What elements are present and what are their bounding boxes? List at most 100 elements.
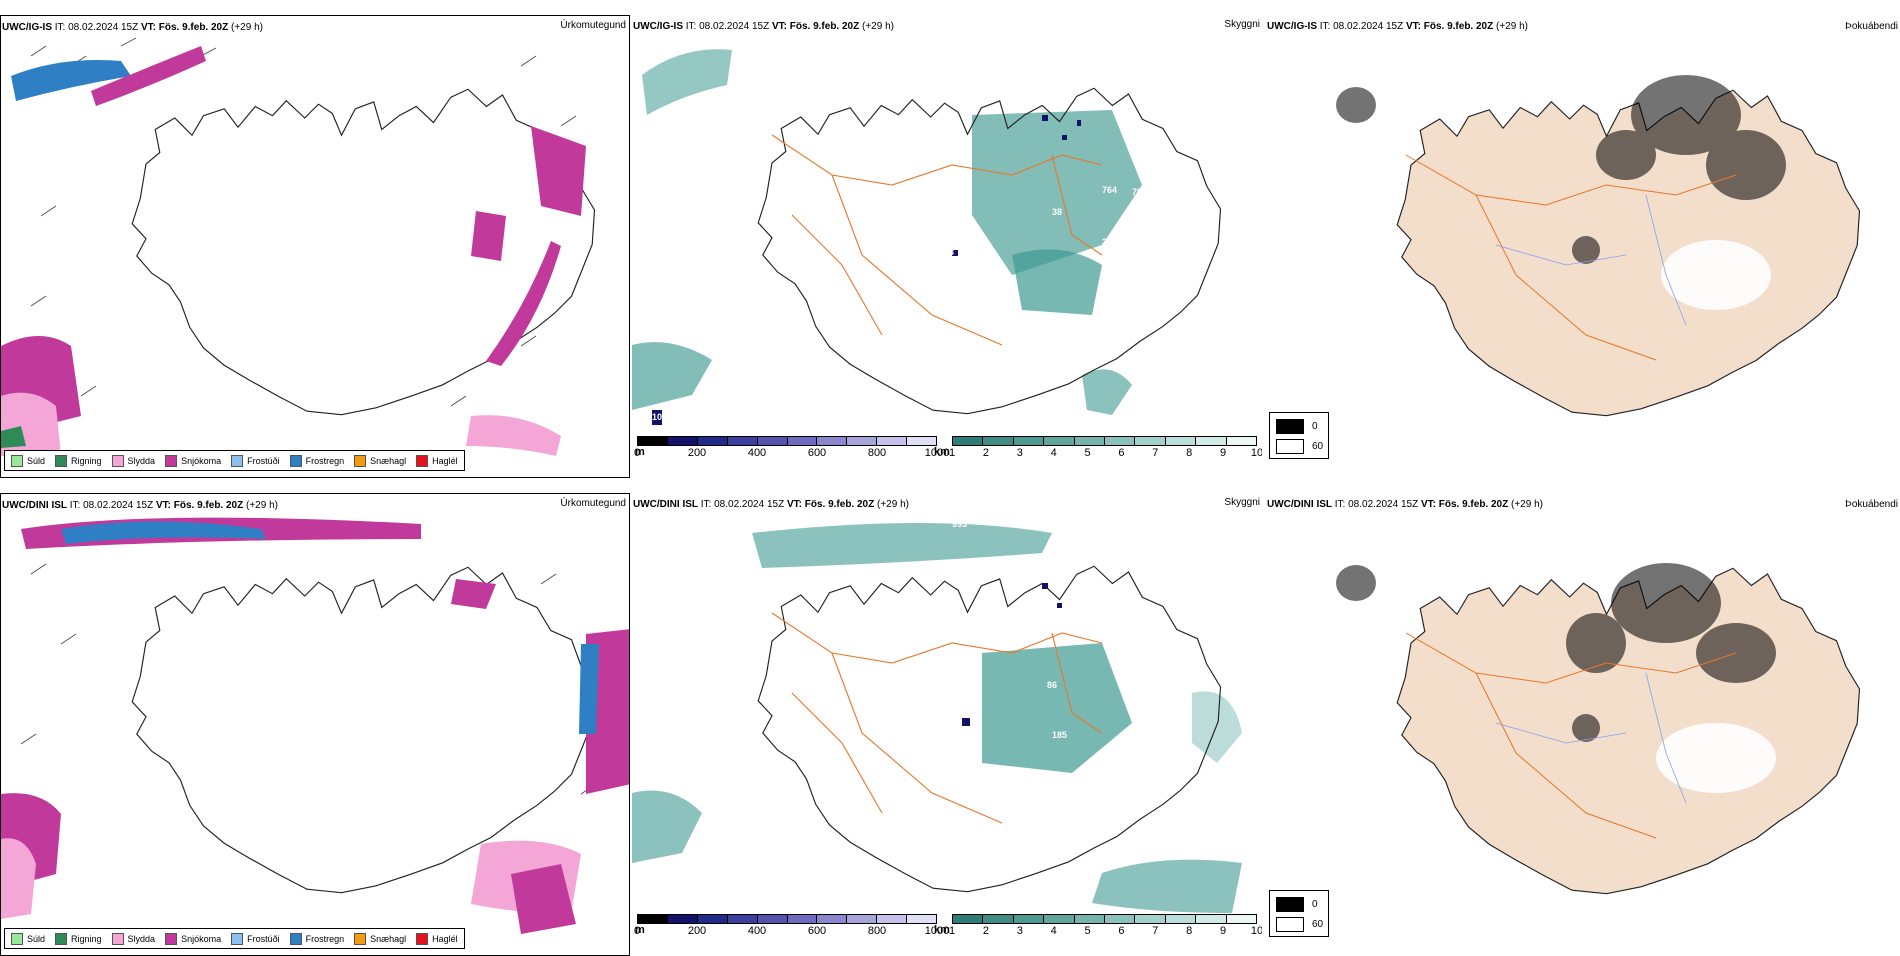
legend-item: Frostúði xyxy=(231,932,280,945)
colorbar-cell xyxy=(877,437,908,445)
panel-header: UWC/IG-IS IT: 08.02.2024 15Z VT: Fös. 9.… xyxy=(2,22,263,33)
colorbar-cell xyxy=(667,915,698,923)
fog-panel-row2: UWC/DINI ISL IT: 08.02.2024 15Z VT: Fös.… xyxy=(1266,493,1900,956)
panel-title-precip: Úrkomutegund xyxy=(560,20,626,31)
colorbar-tick-label: 800 xyxy=(867,925,887,937)
legend-item: Slydda xyxy=(111,454,155,467)
panel-header: UWC/DINI ISL IT: 08.02.2024 15Z VT: Fös.… xyxy=(1267,499,1543,510)
colorbar-cell xyxy=(953,915,984,923)
colorbar-cell xyxy=(697,915,728,923)
colorbar-tick-label: 9 xyxy=(1220,447,1227,459)
colorbar-cell xyxy=(907,437,937,445)
visibility-colorbar: 1 2 3 4 5 6 7 8 9 10 km xyxy=(934,436,1262,466)
legend-item: Frostregn xyxy=(289,454,344,467)
colorbar-tick-label: 3 xyxy=(1016,925,1023,937)
colorbar-cell xyxy=(817,437,848,445)
legend-item: Haglél xyxy=(416,932,458,945)
panel-header: UWC/IG-IS IT: 08.02.2024 15Z VT: Fös. 9.… xyxy=(1267,21,1528,32)
cloud-base-label: 381 xyxy=(1092,603,1107,613)
colorbar-cell xyxy=(1135,437,1166,445)
panel-title-fog: Þokuábendi xyxy=(1845,21,1898,32)
colorbar-tick-label: 600 xyxy=(807,925,827,937)
colorbar-cell xyxy=(727,915,758,923)
legend-item: Súld xyxy=(11,932,45,945)
colorbar-tick-label: 200 xyxy=(687,925,707,937)
legend-item: Súld xyxy=(11,454,45,467)
visibility-map: 993 301 381 92 86 185 170 93 xyxy=(632,519,1242,913)
colorbar-tick-label: 3 xyxy=(1016,447,1023,459)
precip-legend: Súld Rigning Slydda Snjókoma Frostúði Fr… xyxy=(4,450,465,471)
colorbar-tick-label: 1 xyxy=(948,925,956,937)
panel-header: UWC/DINI ISL IT: 08.02.2024 15Z VT: Fös.… xyxy=(2,500,278,511)
visibility-map: 399 107 95 417 327 764 337 784 376 23 38… xyxy=(632,49,1222,435)
colorbar-tick-label: 200 xyxy=(687,447,707,459)
colorbar-cell xyxy=(877,915,908,923)
legend-item: Snæhagl xyxy=(354,932,406,945)
colorbar-tick-label: 4 xyxy=(1050,447,1057,459)
legend-item: Haglél xyxy=(416,454,458,467)
visibility-panel-row2: UWC/DINI ISL IT: 08.02.2024 15Z VT: Fös.… xyxy=(632,493,1262,956)
panel-header: UWC/IG-IS IT: 08.02.2024 15Z VT: Fös. 9.… xyxy=(633,21,894,32)
colorbar-tick-label: 1 xyxy=(948,447,956,459)
precip-map xyxy=(1,517,629,934)
cloud-base-label: 185 xyxy=(1052,730,1067,740)
colorbar-tick-label: 9 xyxy=(1220,925,1227,937)
cloud-base-label: 376 xyxy=(1102,237,1117,247)
cloud-base-label: 993 xyxy=(952,519,967,529)
precip-type-panel-row2: UWC/DINI ISL IT: 08.02.2024 15Z VT: Fös.… xyxy=(0,493,630,956)
colorbar-tick-label: 10 xyxy=(1250,447,1262,459)
precip-type-panel-row1: UWC/IG-IS IT: 08.02.2024 15Z VT: Fös. 9.… xyxy=(0,15,630,478)
colorbar-tick-label: 0 xyxy=(633,447,641,459)
colorbar-cell xyxy=(907,915,937,923)
legend-item: Snjókoma xyxy=(165,932,221,945)
colorbar-cell xyxy=(847,437,878,445)
precip-map xyxy=(1,37,596,456)
colorbar-cell xyxy=(1105,437,1136,445)
colorbar-cell xyxy=(1226,915,1257,923)
colorbar-cell xyxy=(1044,437,1075,445)
legend-item: Frostregn xyxy=(289,932,344,945)
colorbar-cell xyxy=(1074,437,1106,445)
colorbar-cell xyxy=(817,915,848,923)
visibility-panel-row1: UWC/IG-IS IT: 08.02.2024 15Z VT: Fös. 9.… xyxy=(632,15,1262,478)
colorbar-tick-label: 5 xyxy=(1084,447,1091,459)
ceiling-colorbar: 0 200 400 600 800 1000 m xyxy=(633,914,949,944)
colorbar-tick-label: 1000 xyxy=(924,447,950,459)
colorbar-cell xyxy=(1196,915,1227,923)
colorbar-tick-label: 7 xyxy=(1152,447,1159,459)
colorbar-cell xyxy=(1013,915,1045,923)
colorbar-tick-label: 6 xyxy=(1118,925,1125,937)
colorbar-tick-label: 8 xyxy=(1186,925,1193,937)
colorbar-cell xyxy=(1226,437,1257,445)
precip-legend: Súld Rigning Slydda Snjókoma Frostúði Fr… xyxy=(4,928,465,949)
colorbar-tick-label: 400 xyxy=(747,925,767,937)
fog-legend: 0 60 xyxy=(1269,890,1329,937)
ceiling-colorbar: 0 200 400 600 800 1000 m xyxy=(633,436,949,466)
panel-title-precip: Úrkomutegund xyxy=(560,498,626,509)
legend-item: Snæhagl xyxy=(354,454,406,467)
colorbar-tick-label: 600 xyxy=(807,447,827,459)
colorbar-tick-label: 2 xyxy=(982,447,989,459)
colorbar-cell xyxy=(953,437,984,445)
fog-map xyxy=(1336,75,1861,417)
cloud-base-label: 327 xyxy=(1172,177,1187,187)
colorbar-tick-label: 400 xyxy=(747,447,767,459)
colorbar-tick-label: 5 xyxy=(1084,925,1091,937)
cloud-base-label: 784 xyxy=(1192,202,1207,212)
panel-title-fog: Þokuábendi xyxy=(1845,499,1898,510)
colorbar-cell xyxy=(1165,437,1197,445)
colorbar-tick-label: 0 xyxy=(633,925,641,937)
colorbar-cell xyxy=(983,437,1014,445)
panel-title-visibility: Skyggni xyxy=(1224,497,1260,508)
colorbar-tick-label: 2 xyxy=(982,925,989,937)
cloud-base-label: 764 xyxy=(1102,185,1117,195)
legend-item: Snjókoma xyxy=(165,454,221,467)
colorbar-cell xyxy=(983,915,1014,923)
colorbar-cell xyxy=(787,915,818,923)
colorbar-cell xyxy=(1196,437,1227,445)
colorbar-cell xyxy=(638,437,668,445)
visibility-colorbar: 1 2 3 4 5 6 7 8 9 10 km xyxy=(934,914,1262,944)
colorbar-tick-label: 800 xyxy=(867,447,887,459)
cloud-base-label: 93 xyxy=(637,877,647,887)
colorbar-cell xyxy=(847,915,878,923)
